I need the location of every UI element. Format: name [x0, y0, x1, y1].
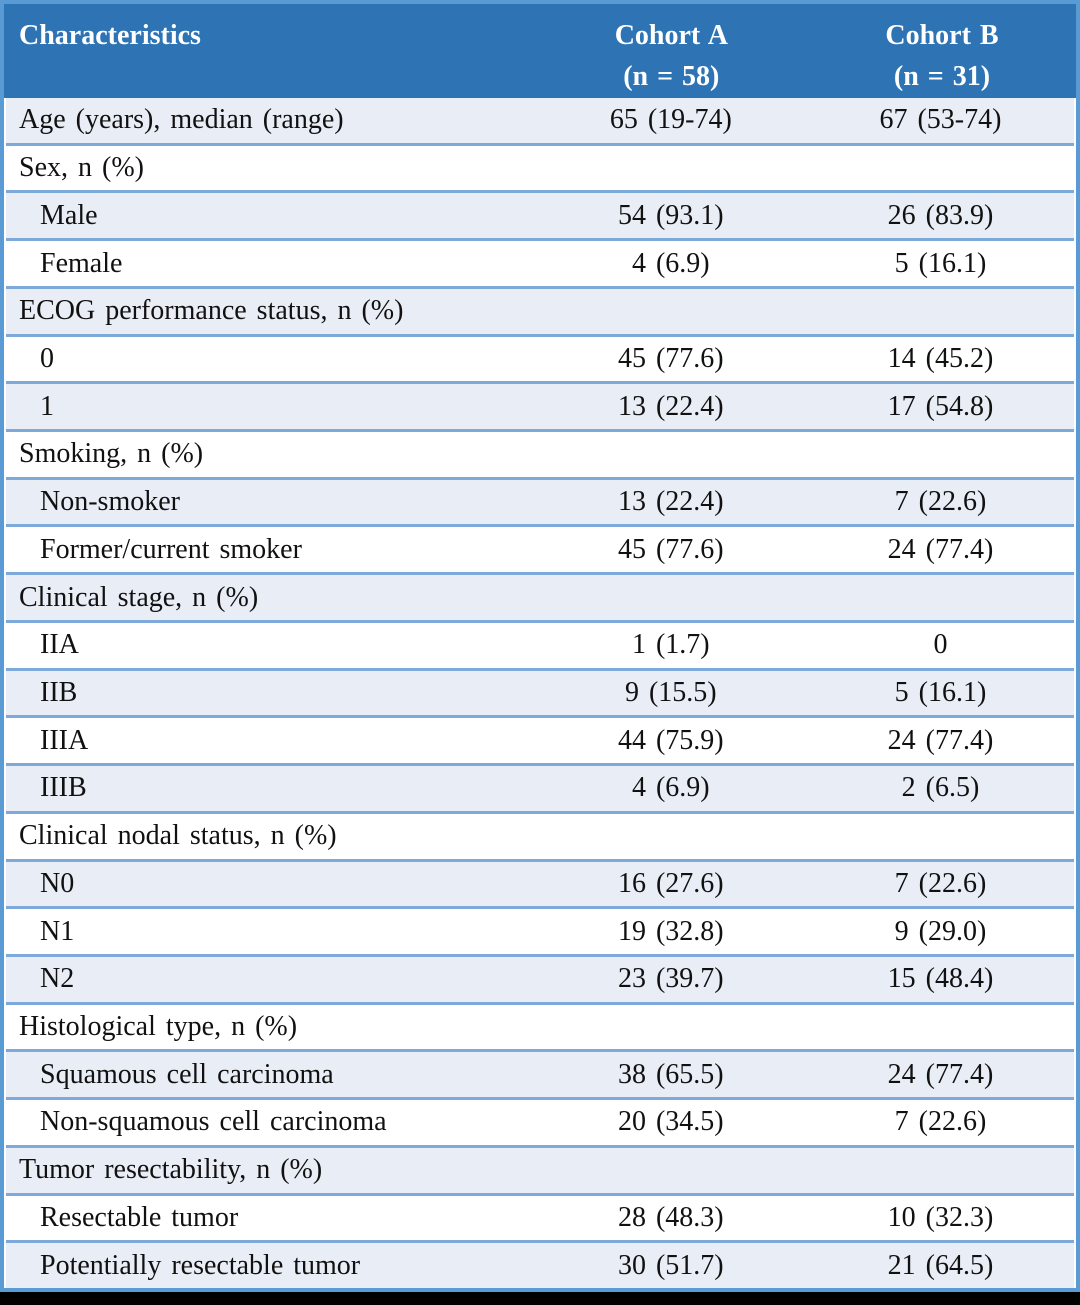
cohort-b-value: 9 (29.0)	[894, 915, 987, 947]
row-label: N1	[40, 915, 75, 947]
row-label: Former/current smoker	[40, 533, 302, 565]
cohort-b-value: 7 (22.6)	[894, 486, 987, 518]
row-label: IIA	[40, 629, 79, 661]
cohort-b-value: 67 (53-74)	[879, 104, 1002, 136]
table-row: ECOG performance status, n (%)	[6, 288, 1074, 337]
table-row: 1 13 (22.4) 17 (54.8)	[6, 384, 1074, 433]
table-row: Former/current smoker 45 (77.6) 24 (77.4)	[6, 527, 1074, 576]
cohort-b-value: 14 (45.2)	[887, 342, 994, 374]
cohort-a-value: 4 (6.9)	[631, 772, 710, 804]
row-label: N2	[40, 963, 75, 995]
header-cohort-b: Cohort B (n = 31)	[808, 4, 1076, 98]
cohort-a-value: 16 (27.6)	[617, 867, 724, 899]
header-characteristics: Characteristics	[4, 4, 535, 98]
table-row: Resectable tumor 28 (48.3) 10 (32.3)	[6, 1195, 1074, 1244]
row-label: Clinical stage, n (%)	[19, 581, 259, 613]
cohort-a-value: 38 (65.5)	[617, 1058, 724, 1090]
cohort-b-value: 17 (54.8)	[887, 390, 994, 422]
row-label: IIIA	[40, 724, 89, 756]
table-row: Smoking, n (%)	[6, 432, 1074, 480]
row-label: Non-smoker	[40, 486, 180, 518]
row-label: Resectable tumor	[40, 1201, 239, 1233]
row-label: Histological type, n (%)	[19, 1011, 298, 1043]
cohort-b-value: 2 (6.5)	[901, 772, 980, 804]
cohort-a-value: 19 (32.8)	[617, 915, 724, 947]
table-row: Female 4 (6.9) 5 (16.1)	[6, 241, 1074, 289]
table-row: N2 23 (39.7) 15 (48.4)	[6, 956, 1074, 1005]
cohort-a-value: 30 (51.7)	[617, 1249, 724, 1281]
table-row: IIA 1 (1.7) 0	[6, 622, 1074, 671]
cohort-a-value: 4 (6.9)	[631, 247, 710, 279]
header-characteristics-label: Characteristics	[19, 20, 201, 51]
table-row: N0 16 (27.6) 7 (22.6)	[6, 861, 1074, 910]
cohort-b-value: 21 (64.5)	[887, 1249, 994, 1281]
table-row: Tumor resectability, n (%)	[6, 1147, 1074, 1196]
cohort-b-value: 24 (77.4)	[887, 724, 994, 756]
header-cohort-a-count: (n = 58)	[623, 61, 720, 92]
header-cohort-b-name: Cohort B	[885, 20, 999, 51]
cohort-a-value: 9 (15.5)	[624, 676, 717, 708]
cohort-b-value: 0	[933, 629, 948, 661]
table-row: N1 19 (32.8) 9 (29.0)	[6, 909, 1074, 957]
row-label: IIB	[40, 676, 78, 708]
header-cohort-a: Cohort A (n = 58)	[535, 4, 808, 98]
table-row: Non-squamous cell carcinoma 20 (34.5) 7 (2…	[6, 1100, 1074, 1148]
cohort-b-value: 26 (83.9)	[887, 199, 994, 231]
table-row: Male 54 (93.1) 26 (83.9)	[6, 193, 1074, 242]
cohort-a-value: 28 (48.3)	[617, 1201, 724, 1233]
cohort-a-value: 13 (22.4)	[617, 390, 724, 422]
header-cohort-b-count: (n = 31)	[893, 61, 991, 92]
table-row: Histological type, n (%)	[6, 1004, 1074, 1053]
bottom-black-bar	[0, 1292, 1080, 1305]
table-row: Clinical stage, n (%)	[6, 575, 1074, 623]
table-row: IIB 9 (15.5) 5 (16.1)	[6, 670, 1074, 719]
table-row: Clinical nodal status, n (%)	[6, 813, 1074, 862]
row-label: 0	[40, 342, 54, 374]
table-row: Age (years), median (range) 65 (19-74) 67 …	[6, 98, 1074, 146]
row-label: Potentially resectable tumor	[40, 1249, 361, 1281]
cohort-a-value: 13 (22.4)	[617, 486, 724, 518]
table-body: Age (years), median (range) 65 (19-74) 67 …	[4, 98, 1076, 1288]
cohort-a-value: 44 (75.9)	[617, 724, 724, 756]
row-label: Clinical nodal status, n (%)	[19, 820, 337, 852]
table-row: Squamous cell carcinoma 38 (65.5) 24 (77.4…	[6, 1052, 1074, 1101]
cohort-b-value: 7 (22.6)	[894, 1106, 987, 1138]
cohort-a-value: 65 (19-74)	[609, 104, 732, 136]
table-row: Non-smoker 13 (22.4) 7 (22.6)	[6, 479, 1074, 528]
table-row: IIIB 4 (6.9) 2 (6.5)	[6, 766, 1074, 814]
row-label: Smoking, n (%)	[19, 438, 204, 470]
cohort-b-value: 24 (77.4)	[887, 533, 994, 565]
row-label: Non-squamous cell carcinoma	[40, 1106, 387, 1138]
row-label: Female	[40, 247, 123, 279]
row-label: Male	[40, 199, 98, 231]
cohort-a-value: 20 (34.5)	[617, 1106, 724, 1138]
table-row: Sex, n (%)	[6, 145, 1074, 194]
table-row: IIIA 44 (75.9) 24 (77.4)	[6, 718, 1074, 767]
row-label: Tumor resectability, n (%)	[19, 1154, 323, 1186]
table-header: Characteristics Cohort A (n = 58) Cohort…	[4, 4, 1076, 98]
cohort-b-value: 15 (48.4)	[887, 963, 994, 995]
row-label: IIIB	[40, 772, 87, 804]
cohort-a-value: 54 (93.1)	[617, 199, 724, 231]
cohort-a-value: 23 (39.7)	[617, 963, 724, 995]
cohort-b-value: 7 (22.6)	[894, 867, 987, 899]
header-cohort-a-name: Cohort A	[614, 20, 728, 51]
cohort-b-value: 24 (77.4)	[887, 1058, 994, 1090]
cohort-a-value: 1 (1.7)	[631, 629, 710, 661]
cohort-b-value: 10 (32.3)	[887, 1201, 994, 1233]
row-label: ECOG performance status, n (%)	[19, 295, 404, 327]
table-row: Potentially resectable tumor 30 (51.7) 21 …	[6, 1243, 1074, 1288]
table-row: 0 45 (77.6) 14 (45.2)	[6, 336, 1074, 385]
cohort-b-value: 5 (16.1)	[894, 247, 987, 279]
row-label: Sex, n (%)	[19, 152, 144, 184]
row-label: Squamous cell carcinoma	[40, 1058, 334, 1090]
cohort-a-value: 45 (77.6)	[617, 533, 724, 565]
cohort-b-value: 5 (16.1)	[894, 676, 987, 708]
row-label: N0	[40, 867, 75, 899]
row-label: Age (years), median (range)	[19, 104, 344, 136]
cohort-a-value: 45 (77.6)	[617, 342, 724, 374]
row-label: 1	[40, 390, 54, 422]
